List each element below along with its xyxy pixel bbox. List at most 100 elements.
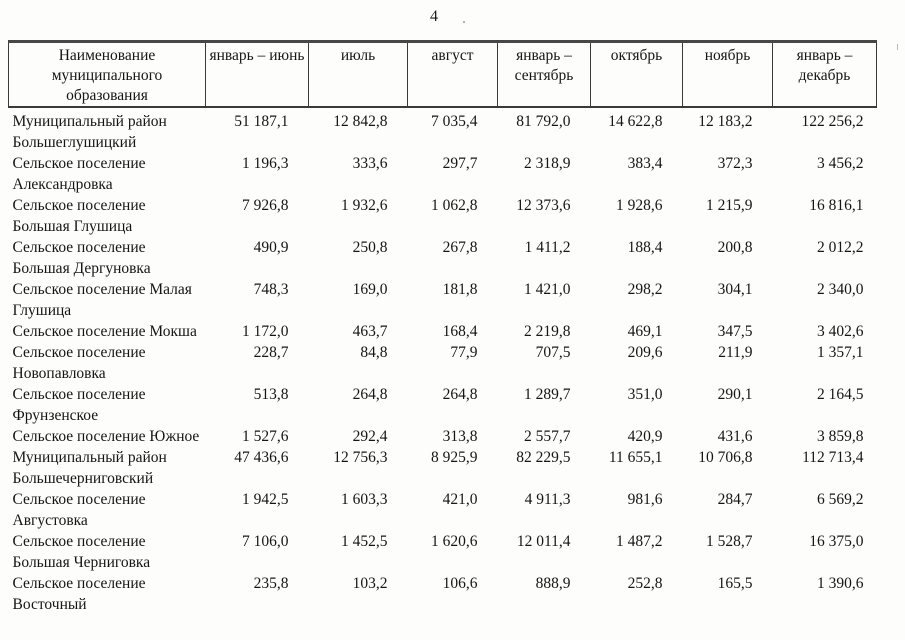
municipality-name-line: Сельское поселение [12, 197, 146, 214]
value-cell: 469,1 [627, 323, 663, 340]
table-row: Сельское поселение Южное 1 527,6 292,4 313,… [9, 426, 877, 447]
municipality-name: Сельское поселение Большая Дергуновка [9, 237, 206, 279]
value-cell: 1 620,6 [431, 533, 478, 550]
value-cell: 431,6 [717, 428, 753, 445]
table-row: Сельское поселение Новопавловка 228,7 84,8 7… [9, 342, 877, 384]
municipality-name-line: Сельское поселение [12, 239, 146, 256]
value-cell: 351,0 [627, 386, 663, 403]
municipality-name-line: Сельское поселение [12, 491, 146, 508]
value-cell: 383,4 [627, 155, 663, 172]
municipality-name: Сельское поселение Малая Глушица [9, 279, 206, 321]
value-cell: 372,3 [717, 155, 753, 172]
value-cell: 122 256,2 [801, 113, 864, 130]
value-cell: 12 011,4 [516, 533, 571, 550]
table-row: Муниципальный район Большеглушицкий 51 187… [9, 107, 877, 153]
municipality-name: Сельское поселение Южное [9, 426, 206, 447]
table-row: Сельское поселение Фрунзенское 513,8 264,8 2… [9, 384, 877, 426]
value-cell: 888,9 [535, 575, 571, 592]
value-cell: 2 318,9 [524, 155, 571, 172]
value-cell: 3 456,2 [817, 155, 864, 172]
municipality-name-line: Большечерниговский [12, 470, 154, 487]
value-cell: 707,5 [535, 344, 571, 361]
value-cell: 250,8 [352, 239, 388, 256]
value-cell: 82 229,5 [516, 449, 571, 466]
value-cell: 211,9 [718, 344, 753, 361]
value-cell: 228,7 [253, 344, 289, 361]
municipality-name: Сельское поселение Восточный [9, 573, 206, 615]
value-cell: 7 035,4 [431, 113, 478, 130]
table-row: Сельское поселение Августовка 1 942,5 1 603… [9, 489, 877, 531]
municipality-name-line: Большая Дергуновка [12, 260, 151, 277]
value-cell: 1 487,2 [616, 533, 663, 550]
municipality-name: Сельское поселение Мокша [9, 321, 206, 342]
municipality-name: Сельское поселение Августовка [9, 489, 206, 531]
value-cell: 347,5 [717, 323, 753, 340]
value-cell: 1 289,7 [524, 386, 571, 403]
municipality-name: Муниципальный район Большечерниговский [9, 447, 206, 489]
table-row: Сельское поселение Мокша 1 172,0 463,7 168,… [9, 321, 877, 342]
header-cell-5: октябрь [590, 40, 683, 108]
value-cell: 3 402,6 [817, 323, 864, 340]
value-cell: 748,3 [253, 281, 289, 298]
value-cell: 12 756,3 [333, 449, 388, 466]
value-cell: 16 375,0 [809, 533, 864, 550]
value-cell: 2 557,7 [524, 428, 571, 445]
table-body: Муниципальный район Большеглушицкий 51 187… [9, 107, 877, 615]
header-cell-7: январь – декабрь [772, 40, 877, 108]
municipality-name: Сельское поселение Фрунзенское [9, 384, 206, 426]
municipality-name-line: Большая Черниговка [12, 554, 151, 571]
value-cell: 169,0 [352, 281, 388, 298]
value-cell: 81 792,0 [516, 113, 571, 130]
value-cell: 1 196,3 [242, 155, 289, 172]
value-cell: 47 436,6 [234, 449, 289, 466]
municipality-name-line: Большая Глушица [12, 218, 133, 235]
value-cell: 235,8 [253, 575, 289, 592]
municipality-name-line: Сельское поселение [12, 533, 146, 550]
header-cell-1: январь – июнь [205, 40, 309, 108]
value-cell: 267,8 [442, 239, 478, 256]
value-cell: 2 219,8 [524, 323, 571, 340]
table-row: Сельское поселение Восточный 235,8 103,2 106… [9, 573, 877, 615]
table-row: Сельское поселение Большая Дергуновка 490,… [9, 237, 877, 279]
value-cell: 304,1 [717, 281, 753, 298]
table-row: Сельское поселение Александровка 1 196,3 33… [9, 153, 877, 195]
municipality-name: Муниципальный район Большеглушицкий [9, 107, 206, 153]
table-row: Сельское поселение Большая Глушица 7 926,8… [9, 195, 877, 237]
value-cell: 1 172,0 [242, 323, 289, 340]
value-cell: 10 706,8 [698, 449, 753, 466]
value-cell: 1 603,3 [341, 491, 388, 508]
value-cell: 181,8 [442, 281, 478, 298]
value-cell: 333,6 [352, 155, 388, 172]
municipality-name-line: Александровка [12, 176, 113, 193]
value-cell: 77,9 [450, 344, 478, 361]
value-cell: 490,9 [253, 239, 289, 256]
value-cell: 106,6 [442, 575, 478, 592]
header-cell-4: январь – сентябрь [497, 40, 591, 108]
municipality-name-line: Сельское поселение Малая [12, 281, 192, 298]
table-row: Муниципальный район Большечерниговский 47 … [9, 447, 877, 489]
value-cell: 3 859,8 [817, 428, 864, 445]
value-cell: 4 911,3 [524, 491, 571, 508]
value-cell: 313,8 [442, 428, 478, 445]
value-cell: 463,7 [352, 323, 388, 340]
municipality-name-line: Сельское поселение [12, 575, 146, 592]
value-cell: 209,6 [627, 344, 663, 361]
value-cell: 1 452,5 [341, 533, 388, 550]
value-cell: 188,4 [627, 239, 663, 256]
value-cell: 84,8 [360, 344, 388, 361]
value-cell: 298,2 [627, 281, 663, 298]
value-cell: 12 842,8 [333, 113, 388, 130]
header-cell-2: июль [308, 40, 408, 108]
municipality-name-line: Сельское поселение [12, 344, 146, 361]
value-cell: 297,7 [442, 155, 478, 172]
value-cell: 112 713,4 [802, 449, 864, 466]
value-cell: 1 942,5 [242, 491, 289, 508]
value-cell: 1 215,9 [706, 197, 753, 214]
table-row: Сельское поселение Большая Черниговка 7 10… [9, 531, 877, 573]
header-cell-3: август [407, 40, 498, 108]
value-cell: 421,0 [442, 491, 478, 508]
value-cell: 103,2 [352, 575, 388, 592]
value-cell: 252,8 [627, 575, 663, 592]
table-row: Сельское поселение Малая Глушица 748,3 169,… [9, 279, 877, 321]
